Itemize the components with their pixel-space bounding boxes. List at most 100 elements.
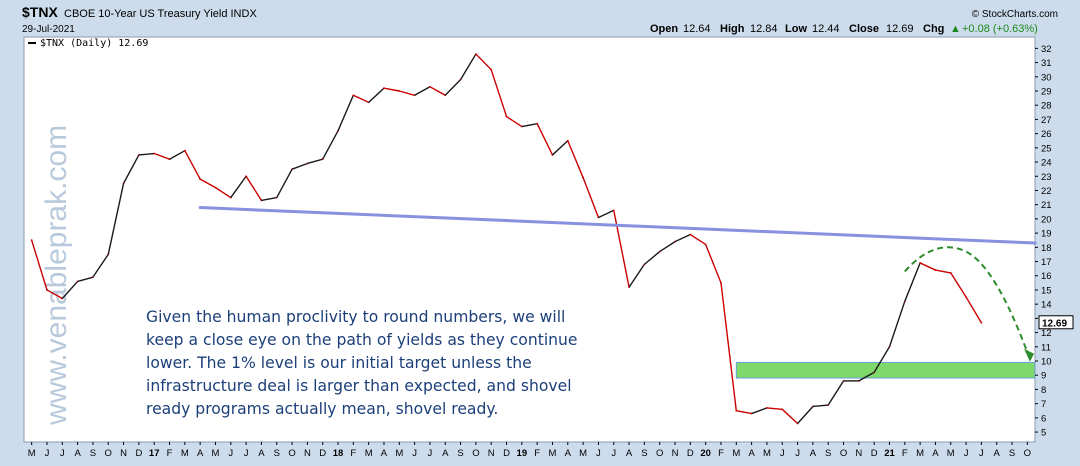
y-tick-label: 10 [1041, 357, 1052, 368]
x-tick-label: J [795, 448, 800, 459]
y-tick-label: 28 [1041, 101, 1052, 112]
price-segment [613, 210, 630, 288]
x-tick-label: J [979, 448, 984, 459]
price-segment [736, 410, 752, 415]
y-tick-label: 20 [1041, 214, 1052, 225]
x-tick-label: A [994, 448, 1001, 459]
x-tick-label: N [304, 448, 311, 459]
legend-label: $TNX (Daily) 12.69 [40, 38, 148, 49]
price-segment [276, 168, 293, 198]
chart-title: CBOE 10-Year US Treasury Yield INDX [64, 8, 257, 20]
low-label: Low [785, 23, 807, 35]
x-tick-label: J [596, 448, 601, 459]
price-segment [184, 150, 201, 180]
price-segment [521, 122, 538, 128]
x-tick-label: 17 [149, 448, 160, 459]
last-value-rect [1038, 315, 1074, 330]
x-tick-label: F [167, 448, 173, 459]
price-segment [92, 254, 109, 278]
x-tick-label: N [488, 448, 495, 459]
y-tick-label: 8 [1041, 385, 1046, 396]
price-segment [475, 53, 492, 71]
y-tick-label: 21 [1041, 200, 1052, 211]
x-tick-label: 18 [333, 448, 344, 459]
price-segment [169, 150, 186, 160]
y-tick-label: 31 [1041, 58, 1052, 69]
support-zone [735, 361, 1036, 379]
x-tick-label: O [1024, 448, 1031, 459]
price-segment [935, 269, 951, 274]
x-tick-label: D [503, 448, 510, 459]
price-segment [582, 177, 600, 218]
price-segment [291, 162, 308, 170]
x-tick-label: 21 [884, 448, 895, 459]
price-segment [659, 241, 676, 253]
x-tick-label: J [780, 448, 785, 459]
x-tick-label: S [274, 448, 280, 459]
x-tick-label: O [840, 448, 847, 459]
x-tick-label: N [672, 448, 679, 459]
price-segment [399, 90, 415, 96]
price-segment [46, 289, 63, 300]
price-segment [230, 175, 247, 198]
x-tick-label: J [428, 448, 433, 459]
y-tick-label: 25 [1041, 143, 1052, 154]
x-tick-label: D [871, 448, 878, 459]
price-segment [705, 244, 722, 284]
arrowhead-icon [1024, 348, 1034, 362]
watermark: www.venableprak.com [40, 125, 73, 426]
price-segment [781, 408, 799, 425]
price-segment [643, 251, 661, 265]
y-tick-label: 29 [1041, 87, 1052, 98]
y-tick-label: 17 [1041, 257, 1052, 268]
x-tick-label: O [105, 448, 112, 459]
price-segment [812, 404, 829, 408]
price-segment [919, 262, 936, 271]
x-tick-label: J [60, 448, 65, 459]
x-tick-label: J [244, 448, 249, 459]
x-tick-label: S [641, 448, 647, 459]
y-tick-label: 15 [1041, 285, 1052, 296]
price-segment [77, 276, 94, 283]
price-segment [751, 407, 768, 415]
price-segment [429, 86, 446, 96]
price-segment [950, 272, 967, 298]
annotation-line-2: keep a close eye on the path of yields a… [146, 331, 578, 349]
y-tick-label: 18 [1041, 243, 1052, 254]
price-segment [30, 240, 48, 291]
price-series [30, 53, 983, 425]
x-tick-label: F [902, 448, 908, 459]
x-tick-label: D [687, 448, 694, 459]
price-segment [689, 233, 707, 246]
price-segment [598, 209, 615, 219]
x-tick-label: A [810, 448, 817, 459]
annotation: Given the human proclivity to round numb… [146, 308, 578, 418]
x-tick-label: A [74, 448, 81, 459]
low-value: 12.44 [812, 23, 840, 35]
resistance-trendline [198, 206, 1037, 245]
y-tick-label: 22 [1041, 186, 1052, 197]
price-segment [552, 140, 569, 156]
price-segment [199, 178, 216, 189]
price-segment [414, 86, 431, 96]
x-tick-label: M [732, 448, 740, 459]
annotation-line-5: ready programs actually mean, shovel rea… [146, 400, 498, 418]
x-tick-label: 20 [700, 448, 711, 459]
x-tick-label: M [395, 448, 403, 459]
x-tick-label: M [579, 448, 587, 459]
price-segment [307, 158, 323, 165]
price-segment [797, 406, 814, 424]
price-point [980, 321, 983, 324]
price-segment [261, 196, 277, 202]
x-tick-label: M [947, 448, 955, 459]
close-label: Close [849, 23, 879, 35]
x-tick-label: N [855, 448, 862, 459]
x-tick-label: M [181, 448, 189, 459]
x-tick-label: M [365, 448, 373, 459]
price-segment [858, 371, 875, 382]
price-segment [490, 69, 508, 117]
x-tick-label: S [825, 448, 831, 459]
x-tick-label: M [763, 448, 771, 459]
price-segment [383, 87, 400, 92]
